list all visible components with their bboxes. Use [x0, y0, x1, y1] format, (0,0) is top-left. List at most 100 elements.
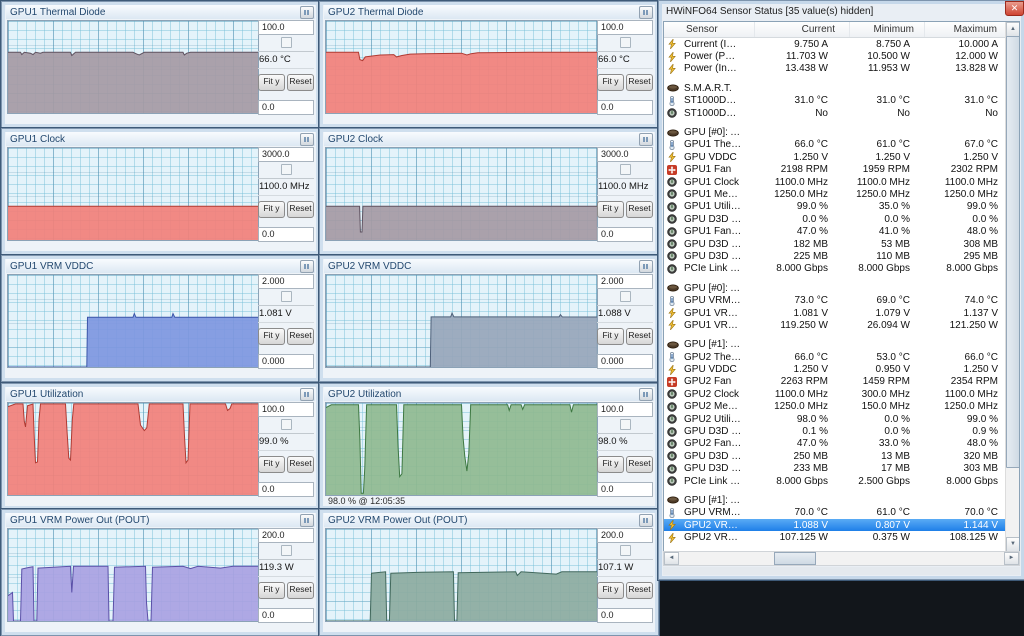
scale-min-input[interactable]: 0.0	[258, 482, 314, 497]
scale-max-input[interactable]: 200.0	[258, 528, 314, 543]
reset-button[interactable]: Reset	[287, 328, 314, 345]
sensor-row[interactable]: GPU D3D Memory Dedicated 250 MB 13 MB 32…	[664, 450, 1006, 462]
graph-window-titlebar[interactable]: GPU2 Utilization	[324, 387, 654, 401]
sensor-row[interactable]: GPU1 Clock 1100.0 MHz 1100.0 MHz 1100.0 …	[664, 176, 1006, 188]
graph-window-titlebar[interactable]: GPU1 Clock	[6, 132, 315, 146]
graph-plot-area[interactable]	[325, 528, 598, 622]
sensor-row[interactable]: GPU [#1]: ATI/AMD Radeon HD 7950: ...	[664, 494, 1006, 506]
sensor-row[interactable]: GPU1 Fan 2198 RPM 1959 RPM 2302 RPM	[664, 164, 1006, 176]
graph-window-titlebar[interactable]: GPU1 VRM VDDC	[6, 259, 315, 273]
fit-y-button[interactable]: Fit y	[258, 201, 285, 218]
scale-max-input[interactable]: 100.0	[258, 402, 314, 417]
sensor-row[interactable]: GPU D3D Memory Dedicated 182 MB 53 MB 30…	[664, 238, 1006, 250]
graph-plot-area[interactable]	[7, 402, 259, 496]
sensor-row[interactable]: GPU2 Fan Speed 47.0 % 33.0 % 48.0 %	[664, 438, 1006, 450]
autoscale-checkbox[interactable]	[620, 545, 631, 556]
sensor-row[interactable]: S.M.A.R.T.	[664, 82, 1006, 94]
scale-min-input[interactable]: 0.0	[258, 608, 314, 623]
horizontal-scrollbar[interactable]: ◄ ►	[663, 551, 1020, 566]
scroll-left-icon[interactable]: ◄	[664, 552, 679, 565]
scale-max-input[interactable]: 100.0	[597, 402, 653, 417]
reset-button[interactable]: Reset	[626, 582, 653, 599]
graph-window-titlebar[interactable]: GPU2 VRM VDDC	[324, 259, 654, 273]
graph-window-config-button[interactable]	[300, 260, 314, 273]
sensor-row[interactable]: GPU D3D Usage 0.1 % 0.0 % 0.9 %	[664, 425, 1006, 437]
sensor-row[interactable]: Power (Input) 13.438 W 11.953 W 13.828 W	[664, 63, 1006, 75]
scale-max-input[interactable]: 200.0	[597, 528, 653, 543]
fit-y-button[interactable]: Fit y	[597, 328, 624, 345]
graph-plot-area[interactable]	[325, 274, 598, 368]
reset-button[interactable]: Reset	[287, 582, 314, 599]
scale-min-input[interactable]: 0.000	[258, 354, 314, 369]
sensor-row[interactable]: GPU1 Thermal Diode 66.0 °C 61.0 °C 67.0 …	[664, 139, 1006, 151]
sensor-row[interactable]: Power (POUT) 11.703 W 10.500 W 12.000 W	[664, 50, 1006, 62]
reset-button[interactable]: Reset	[287, 201, 314, 218]
scale-max-input[interactable]: 3000.0	[597, 147, 653, 162]
graph-plot-area[interactable]	[7, 528, 259, 622]
sensor-row[interactable]: ST1000DM003-9YN162 [S1D7H3TB] 31.0 °C 31…	[664, 95, 1006, 107]
autoscale-checkbox[interactable]	[281, 291, 292, 302]
scroll-down-icon[interactable]: ▼	[1006, 537, 1019, 552]
sensor-row[interactable]: GPU2 VRM VDDC 1.088 V 0.807 V 1.144 V	[664, 519, 1006, 532]
scale-min-input[interactable]: 0.0	[597, 608, 653, 623]
graph-window-config-button[interactable]	[300, 388, 314, 401]
sensor-row[interactable]: GPU2 Clock 1100.0 MHz 300.0 MHz 1100.0 M…	[664, 388, 1006, 400]
scroll-up-icon[interactable]: ▲	[1006, 22, 1019, 37]
reset-button[interactable]: Reset	[287, 74, 314, 91]
graph-window-titlebar[interactable]: GPU2 VRM Power Out (POUT)	[324, 513, 654, 527]
reset-button[interactable]: Reset	[287, 456, 314, 473]
sensor-row[interactable]: ST1000DM003-9YN162 [S1D7H3TB] Dri... No …	[664, 107, 1006, 119]
sensor-row[interactable]: GPU1 VRM VDDC 1.081 V 1.079 V 1.137 V	[664, 307, 1006, 319]
scale-min-input[interactable]: 0.0	[258, 100, 314, 115]
fit-y-button[interactable]: Fit y	[597, 74, 624, 91]
graph-plot-area[interactable]	[325, 20, 598, 114]
sensor-row[interactable]: GPU2 Fan 2263 RPM 1459 RPM 2354 RPM	[664, 376, 1006, 388]
reset-button[interactable]: Reset	[626, 328, 653, 345]
autoscale-checkbox[interactable]	[620, 37, 631, 48]
fit-y-button[interactable]: Fit y	[597, 456, 624, 473]
graph-plot-area[interactable]	[325, 402, 598, 496]
sensor-row[interactable]: GPU [#1]: ATI/AMD Radeon HD 7950: ...	[664, 339, 1006, 351]
sensor-row[interactable]: GPU2 Utilization 98.0 % 0.0 % 99.0 %	[664, 413, 1006, 425]
sensor-row[interactable]: GPU2 Memory Clock 1250.0 MHz 150.0 MHz 1…	[664, 401, 1006, 413]
sensor-row[interactable]: GPU [#0]: ATI/AMD Radeon HD 7950: ...	[664, 282, 1006, 294]
sensor-row[interactable]: GPU D3D Usage 0.0 % 0.0 % 0.0 %	[664, 213, 1006, 225]
autoscale-checkbox[interactable]	[620, 419, 631, 430]
graph-window-config-button[interactable]	[639, 133, 653, 146]
scale-min-input[interactable]: 0.0	[597, 482, 653, 497]
scale-min-input[interactable]: 0.0	[258, 227, 314, 242]
vertical-scrollbar[interactable]: ▲ ▼	[1005, 22, 1019, 552]
graph-window-config-button[interactable]	[639, 388, 653, 401]
sensor-row[interactable]: GPU2 VRM Power Out (POUT) 107.125 W 0.37…	[664, 531, 1006, 543]
scroll-right-icon[interactable]: ►	[1004, 552, 1019, 565]
sensor-row[interactable]: GPU VRM Temperature1 73.0 °C 69.0 °C 74.…	[664, 294, 1006, 306]
column-header-maximum[interactable]: Maximum	[925, 22, 1006, 37]
column-header-sensor[interactable]: Sensor	[664, 22, 755, 37]
reset-button[interactable]: Reset	[626, 201, 653, 218]
reset-button[interactable]: Reset	[626, 456, 653, 473]
scale-max-input[interactable]: 3000.0	[258, 147, 314, 162]
sensor-window-titlebar[interactable]: HWiNFO64 Sensor Status [35 value(s) hidd…	[663, 4, 1020, 19]
column-header-minimum[interactable]: Minimum	[850, 22, 925, 37]
autoscale-checkbox[interactable]	[281, 545, 292, 556]
graph-plot-area[interactable]	[7, 274, 259, 368]
autoscale-checkbox[interactable]	[620, 164, 631, 175]
scale-min-input[interactable]: 0.0	[597, 227, 653, 242]
graph-window-config-button[interactable]	[639, 514, 653, 527]
sensor-row[interactable]: GPU [#0]: ATI/AMD Radeon HD 7950: ...	[664, 126, 1006, 138]
sensor-row[interactable]: GPU VRM Temperature1 70.0 °C 61.0 °C 70.…	[664, 507, 1006, 519]
sensor-row[interactable]: GPU D3D Memory Dynamic 225 MB 110 MB 295…	[664, 250, 1006, 262]
sensor-row[interactable]: GPU1 VRM Power Out (POUT) 119.250 W 26.0…	[664, 319, 1006, 331]
scale-max-input[interactable]: 2.000	[258, 274, 314, 289]
sensor-row[interactable]: GPU2 Thermal Diode 66.0 °C 53.0 °C 66.0 …	[664, 351, 1006, 363]
graph-window-config-button[interactable]	[639, 260, 653, 273]
sensor-row[interactable]: GPU1 Fan Speed 47.0 % 41.0 % 48.0 %	[664, 225, 1006, 237]
fit-y-button[interactable]: Fit y	[258, 328, 285, 345]
scale-min-input[interactable]: 0.000	[597, 354, 653, 369]
autoscale-checkbox[interactable]	[281, 164, 292, 175]
fit-y-button[interactable]: Fit y	[258, 582, 285, 599]
horizontal-scrollbar-thumb[interactable]	[774, 552, 816, 565]
scale-min-input[interactable]: 0.0	[597, 100, 653, 115]
autoscale-checkbox[interactable]	[620, 291, 631, 302]
graph-window-config-button[interactable]	[300, 133, 314, 146]
